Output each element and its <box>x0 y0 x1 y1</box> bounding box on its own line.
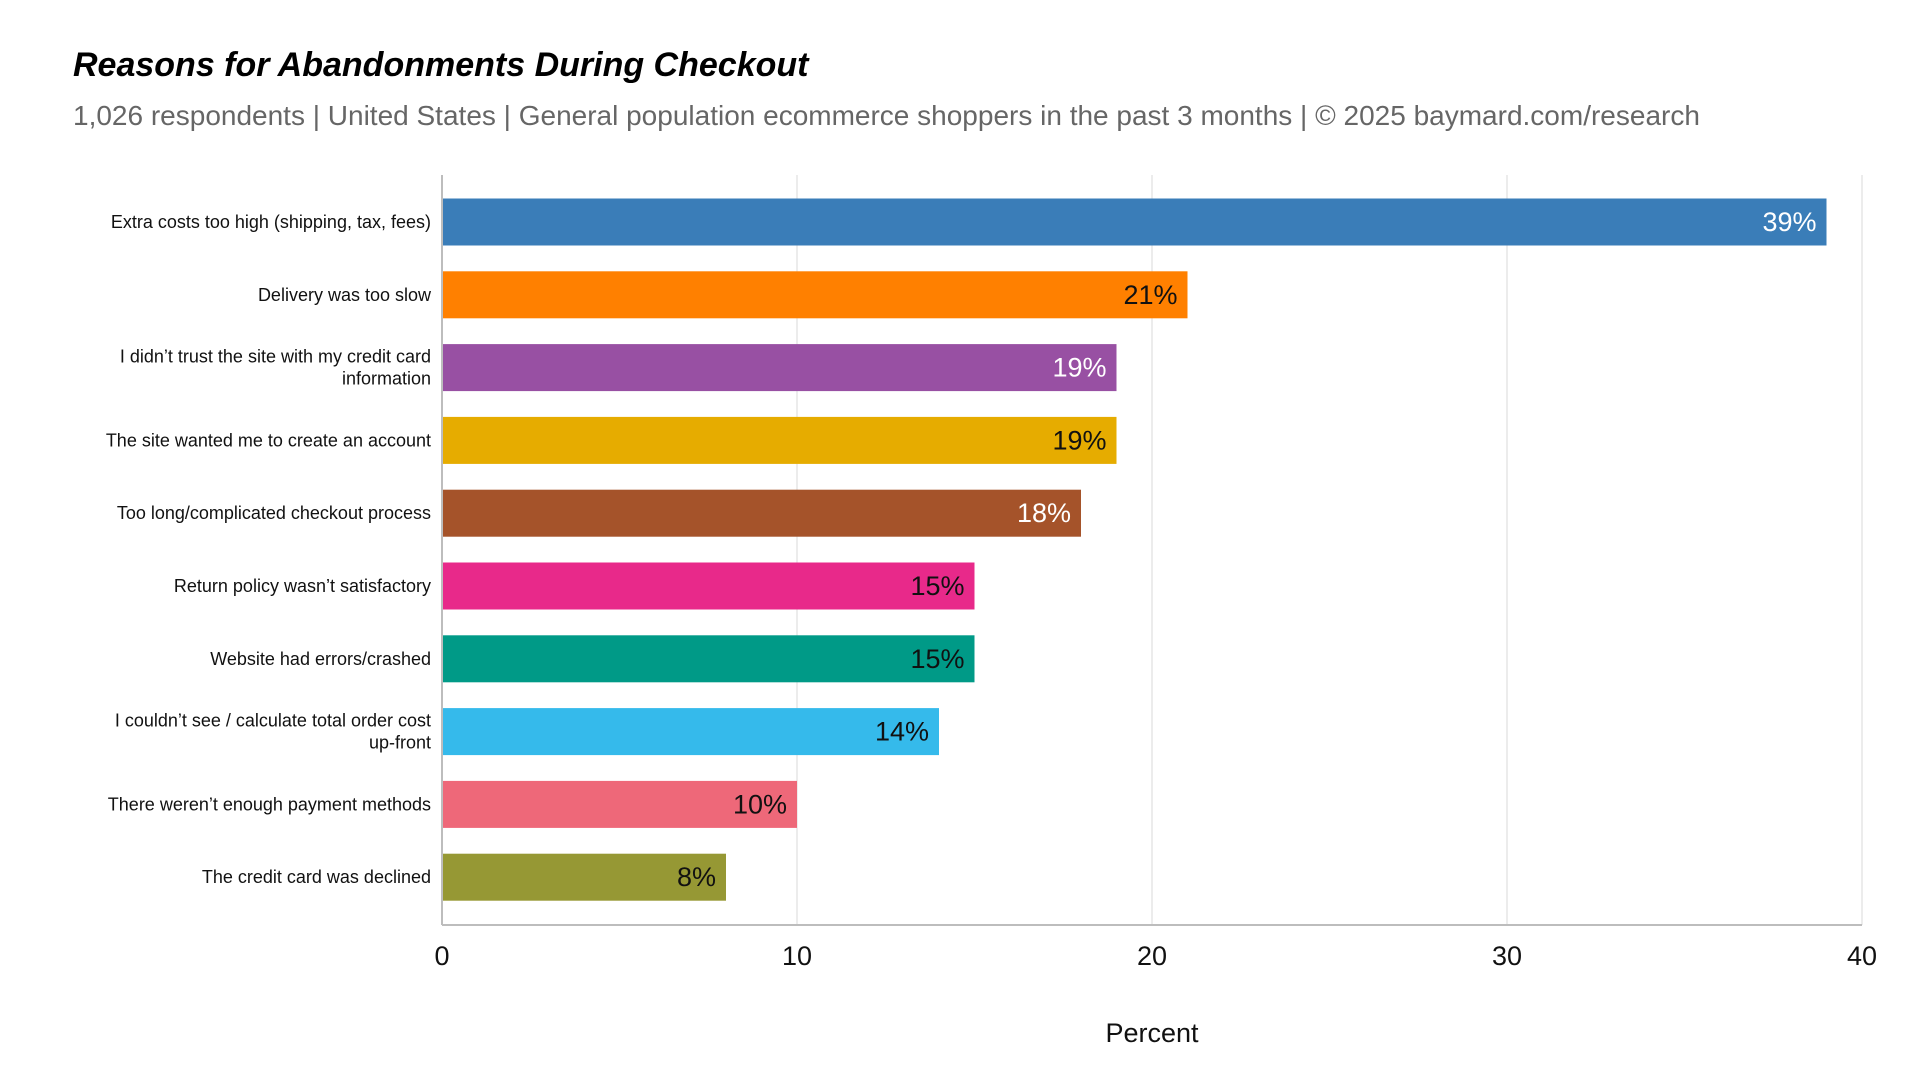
x-tick-label: 0 <box>434 941 449 971</box>
bar <box>442 780 797 828</box>
category-label: Delivery was too slow <box>258 285 432 305</box>
category-label: The site wanted me to create an account <box>106 430 431 450</box>
bar <box>442 198 1827 246</box>
data-label: 19% <box>1052 353 1106 383</box>
x-tick-label: 20 <box>1137 941 1167 971</box>
bar <box>442 853 726 901</box>
bar <box>442 708 939 756</box>
bar <box>442 416 1117 464</box>
category-label: I couldn’t see / calculate total order c… <box>115 711 431 731</box>
x-tick-label: 40 <box>1847 941 1877 971</box>
data-label: 10% <box>733 789 787 819</box>
data-label: 19% <box>1052 425 1106 455</box>
category-label: I didn’t trust the site with my credit c… <box>120 347 431 367</box>
x-tick-label: 10 <box>782 941 812 971</box>
data-label: 8% <box>677 862 716 892</box>
category-label: Too long/complicated checkout process <box>117 503 431 523</box>
category-label: Website had errors/crashed <box>210 649 431 669</box>
data-label: 14% <box>875 717 929 747</box>
data-label: 15% <box>910 571 964 601</box>
bar <box>442 271 1188 319</box>
chart-subtitle: 1,026 respondents | United States | Gene… <box>73 100 1700 131</box>
bar <box>442 489 1081 537</box>
chart-title: Reasons for Abandonments During Checkout <box>73 46 809 84</box>
bar <box>442 635 975 683</box>
data-label: 21% <box>1123 280 1177 310</box>
bar <box>442 562 975 610</box>
data-label: 39% <box>1762 207 1816 237</box>
x-tick-label: 30 <box>1492 941 1522 971</box>
category-label: up-front <box>369 733 431 753</box>
category-label: Extra costs too high (shipping, tax, fee… <box>111 212 431 232</box>
x-axis-title: Percent <box>1105 1018 1199 1048</box>
data-label: 18% <box>1017 498 1071 528</box>
category-label: The credit card was declined <box>202 867 431 887</box>
category-label: There weren’t enough payment methods <box>108 794 431 814</box>
data-label: 15% <box>910 644 964 674</box>
category-label: Return policy wasn’t satisfactory <box>174 576 431 596</box>
bar <box>442 344 1117 392</box>
category-label: information <box>342 369 431 389</box>
